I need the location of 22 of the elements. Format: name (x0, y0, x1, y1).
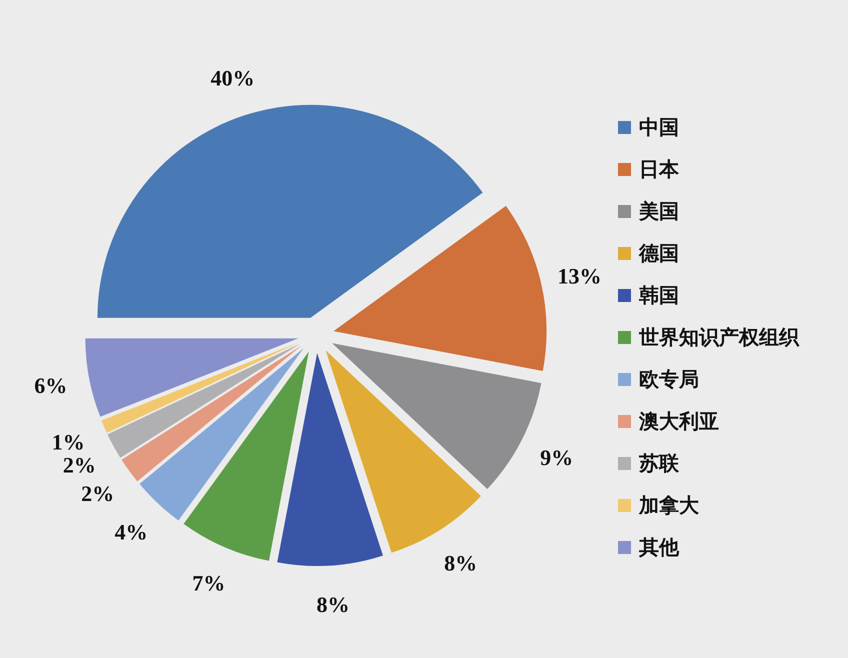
legend-label: 其他 (639, 534, 679, 560)
data-label: 6% (34, 373, 68, 398)
legend-label: 世界知识产权组织 (639, 324, 799, 350)
legend-label: 德国 (639, 240, 679, 266)
data-label: 1% (52, 430, 85, 455)
legend-label: 日本 (639, 156, 679, 182)
data-label: 8% (444, 550, 478, 576)
legend-label: 加拿大 (639, 492, 699, 518)
data-label: 2% (62, 452, 96, 478)
data-label: 2% (81, 481, 114, 506)
data-label: 9% (540, 445, 574, 470)
legend-label: 中国 (639, 114, 679, 140)
legend-label: 澳大利亚 (639, 408, 719, 434)
legend-label: 韩国 (639, 282, 679, 308)
data-label: 40% (210, 66, 255, 91)
data-label: 4% (114, 519, 148, 544)
data-label: 13% (557, 264, 602, 289)
legend-label: 苏联 (639, 450, 679, 476)
data-label: 7% (192, 570, 226, 596)
legend-label: 美国 (639, 198, 679, 224)
legend-label: 欧专局 (639, 366, 699, 392)
data-label: 8% (316, 592, 350, 617)
